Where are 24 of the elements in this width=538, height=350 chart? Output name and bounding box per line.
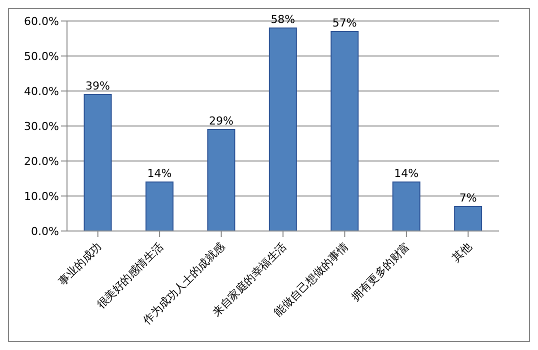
y-tick-label: 40.0% — [24, 84, 59, 98]
x-tick-label: 事业的成功 — [56, 240, 104, 288]
x-tick-label: 拥有更多的财富 — [348, 240, 413, 304]
bar — [84, 94, 112, 231]
x-tick-label: 其他 — [450, 240, 474, 265]
data-label: 14% — [147, 167, 172, 180]
data-label: 29% — [208, 114, 234, 128]
bar — [330, 31, 359, 231]
data-label: 39% — [86, 80, 110, 92]
y-tick-label: 20.0% — [24, 154, 59, 168]
data-label: 57% — [332, 16, 357, 30]
bar — [145, 182, 174, 231]
y-tick-label: 50.0% — [24, 50, 59, 63]
y-tick-label: 10.0% — [24, 190, 59, 203]
y-tick-label: 60.0% — [24, 14, 59, 28]
y-tick-label: 0.0% — [31, 224, 59, 238]
bar — [454, 206, 482, 231]
y-tick-label: 30.0% — [24, 120, 59, 133]
data-label: 7% — [459, 192, 477, 204]
bar — [268, 28, 297, 231]
bar — [392, 182, 420, 231]
data-label: 58% — [270, 13, 296, 26]
data-label: 14% — [394, 167, 419, 180]
bar — [207, 129, 236, 231]
